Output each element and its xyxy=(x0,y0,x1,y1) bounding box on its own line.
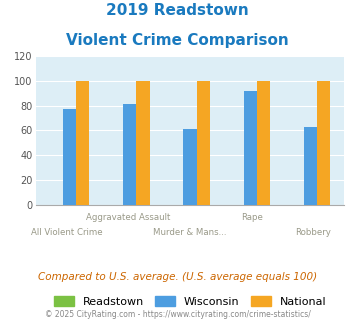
Text: Robbery: Robbery xyxy=(295,228,332,237)
Bar xyxy=(63,109,76,205)
Text: Compared to U.S. average. (U.S. average equals 100): Compared to U.S. average. (U.S. average … xyxy=(38,272,317,282)
Text: Murder & Mans...: Murder & Mans... xyxy=(153,228,227,237)
Bar xyxy=(257,81,270,205)
Text: 2019 Readstown: 2019 Readstown xyxy=(106,3,249,18)
Bar xyxy=(183,129,197,205)
Bar xyxy=(244,91,257,205)
Bar xyxy=(197,81,210,205)
Text: All Violent Crime: All Violent Crime xyxy=(31,228,102,237)
Text: Rape: Rape xyxy=(241,213,263,222)
Text: Aggravated Assault: Aggravated Assault xyxy=(86,213,170,222)
Bar xyxy=(304,127,317,205)
Text: Violent Crime Comparison: Violent Crime Comparison xyxy=(66,33,289,48)
Bar xyxy=(136,81,149,205)
Bar xyxy=(317,81,330,205)
Bar xyxy=(123,104,136,205)
Legend: Readstown, Wisconsin, National: Readstown, Wisconsin, National xyxy=(49,292,331,312)
Text: © 2025 CityRating.com - https://www.cityrating.com/crime-statistics/: © 2025 CityRating.com - https://www.city… xyxy=(45,310,310,319)
Bar xyxy=(76,81,89,205)
